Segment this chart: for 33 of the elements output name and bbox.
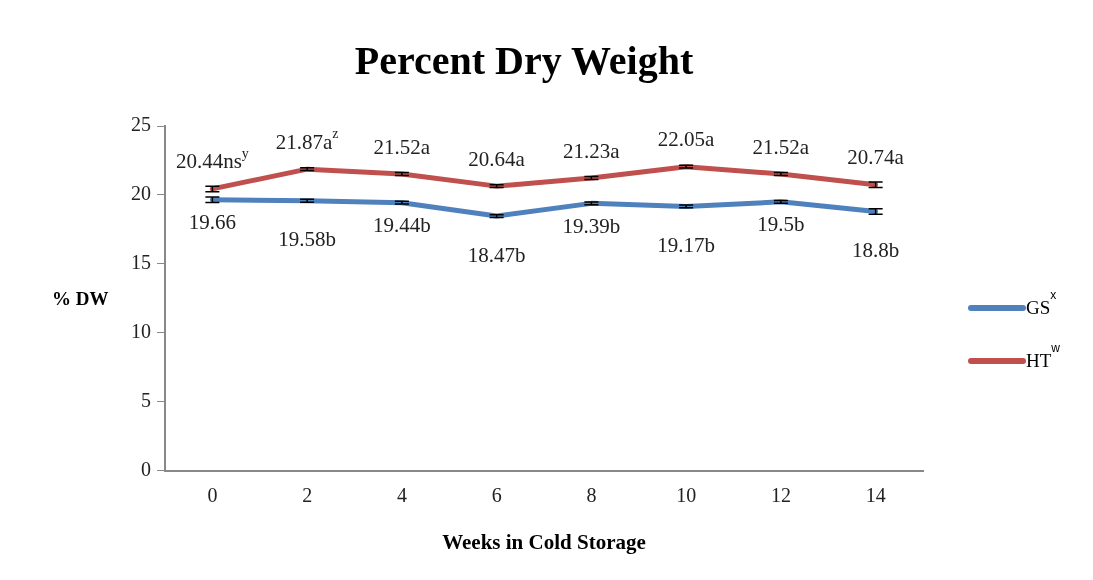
data-label: 19.58b — [278, 227, 336, 252]
data-label: 19.44b — [373, 213, 431, 238]
y-tick-label: 10 — [131, 320, 151, 343]
data-label: 20.74a — [847, 145, 905, 170]
y-tick-label: 25 — [131, 113, 151, 136]
x-tick-label: 12 — [770, 484, 791, 507]
data-label: 19.5b — [757, 212, 805, 237]
y-tick-label: 20 — [131, 182, 151, 205]
x-axis-title: Weeks in Cold Storage — [442, 529, 646, 554]
data-label: 22.05a — [657, 127, 716, 152]
data-label: 21.52a — [752, 134, 810, 159]
y-tick-label: 15 — [131, 251, 151, 274]
data-label: 18.47b — [467, 242, 526, 267]
x-tick-label: 14 — [865, 484, 886, 507]
x-tick-label: 4 — [396, 484, 407, 507]
data-label: 19.17b — [657, 232, 715, 257]
chart-title: Percent Dry Weight — [354, 38, 694, 84]
data-label: 20.64a — [468, 146, 526, 171]
data-label: 19.39b — [562, 213, 621, 238]
x-tick-label: 8 — [586, 484, 597, 507]
x-tick-label: 10 — [676, 484, 697, 507]
y-axis-title: % DW — [52, 288, 109, 310]
x-tick-label: 0 — [207, 484, 218, 507]
data-label: 21.23a — [563, 138, 621, 163]
data-label: 18.8b — [852, 238, 900, 263]
data-label: 21.52a — [373, 134, 431, 159]
x-tick-label: 2 — [302, 484, 313, 507]
data-label: 19.66 — [188, 210, 236, 235]
x-tick-label: 6 — [491, 484, 502, 507]
y-tick-label: 5 — [141, 389, 151, 412]
legend-label: HT$^{w}$ — [1026, 341, 1060, 373]
legend-label: GS$^{x}$ — [1026, 288, 1057, 320]
y-tick-label: 0 — [141, 458, 151, 481]
